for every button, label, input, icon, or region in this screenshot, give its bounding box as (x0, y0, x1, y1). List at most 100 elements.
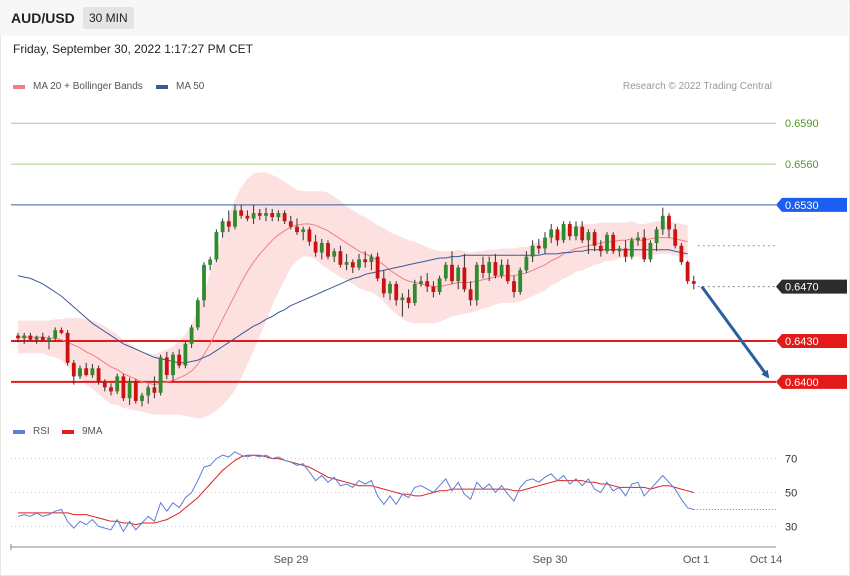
level-tag-0.6430 (776, 334, 847, 349)
candle (605, 232, 609, 254)
candle (264, 207, 268, 222)
candle-body (22, 335, 27, 339)
candle (208, 256, 213, 271)
candle (202, 262, 206, 308)
ma50-line (17, 249, 688, 364)
candle (245, 210, 250, 222)
candle-body (47, 338, 51, 342)
candle (47, 335, 51, 350)
candle (152, 376, 157, 399)
candle (53, 327, 58, 342)
candle-body (685, 262, 690, 282)
candle (183, 341, 188, 369)
candle-body (456, 267, 461, 282)
candle-body (301, 229, 306, 233)
candle (295, 218, 299, 235)
legend-rsi-ma-label: 9MA (82, 426, 103, 437)
candle-body (282, 213, 287, 222)
chart-header: AUD/USD 30 MIN (0, 0, 848, 36)
candle-body (363, 259, 368, 263)
candle-body (71, 362, 76, 377)
candle (65, 330, 70, 366)
candle (450, 251, 454, 284)
candle-body (233, 210, 237, 227)
candle-body (338, 251, 343, 265)
candle (388, 281, 392, 301)
candle (40, 332, 45, 342)
candle (313, 234, 318, 257)
candle-body (394, 283, 399, 301)
candle-body (660, 215, 665, 230)
candle (679, 243, 684, 265)
candle (363, 251, 368, 268)
candle-body (462, 267, 467, 290)
rsi-panel: 70 50 30 (11, 451, 797, 533)
candle-body (28, 335, 33, 340)
candle (344, 253, 349, 271)
candle-body (164, 357, 169, 376)
candle (96, 365, 101, 385)
candle (580, 221, 585, 244)
candle (239, 204, 244, 219)
candle-body (357, 259, 361, 268)
x-tick-label: Sep 30 (533, 554, 568, 566)
candle-body (264, 213, 268, 216)
symbol-title: AUD/USD (11, 10, 75, 26)
credit-text: Research © 2022 Trading Central (622, 81, 772, 92)
timeframe-badge[interactable]: 30 MIN (83, 7, 134, 29)
legend-ma20: MA 20 + Bollinger Bands (13, 81, 143, 92)
candle-body (567, 223, 572, 237)
candle-body (189, 327, 194, 344)
candle (251, 204, 256, 224)
candle-body (642, 237, 647, 260)
candle-body (518, 270, 523, 293)
candle (288, 215, 293, 230)
x-tick-label: Oct 14 (750, 554, 782, 566)
candle (524, 251, 529, 273)
candle-body (96, 368, 101, 382)
candle-body (40, 336, 45, 342)
candle (543, 232, 547, 254)
candle (177, 349, 182, 369)
candle-body (53, 330, 58, 339)
candle (34, 335, 39, 344)
candle-body (667, 215, 671, 230)
candle (381, 270, 386, 298)
candle-body (202, 264, 206, 301)
candle (419, 275, 423, 287)
rsi-line (17, 451, 694, 533)
candle-body (257, 213, 262, 216)
candle (592, 229, 597, 252)
candle-body (598, 245, 603, 252)
candle (654, 226, 659, 252)
candle (394, 281, 399, 306)
candle (431, 281, 436, 298)
x-tick-label: Oct 1 (683, 554, 709, 566)
candle-body (84, 368, 89, 376)
candle (667, 213, 671, 238)
candle (140, 392, 144, 407)
x-tick-label: Sep 29 (274, 554, 309, 566)
rsi-tick-50: 50 (785, 488, 797, 500)
candle (617, 245, 622, 257)
candle-body (443, 264, 448, 279)
candle (257, 208, 262, 220)
candle (375, 252, 380, 282)
candle (561, 221, 566, 244)
candle (282, 210, 287, 224)
candle (468, 281, 473, 306)
candle (598, 240, 603, 257)
candle (437, 275, 442, 295)
candle (59, 327, 64, 335)
candle (369, 253, 374, 271)
candle-body (109, 387, 113, 392)
candle-body (288, 221, 293, 227)
candle (338, 245, 343, 268)
candle (505, 259, 510, 284)
candle (549, 223, 554, 244)
horizontal-levels (11, 122, 776, 383)
candle-body (245, 215, 250, 219)
candle (611, 232, 616, 254)
candle (487, 256, 492, 282)
